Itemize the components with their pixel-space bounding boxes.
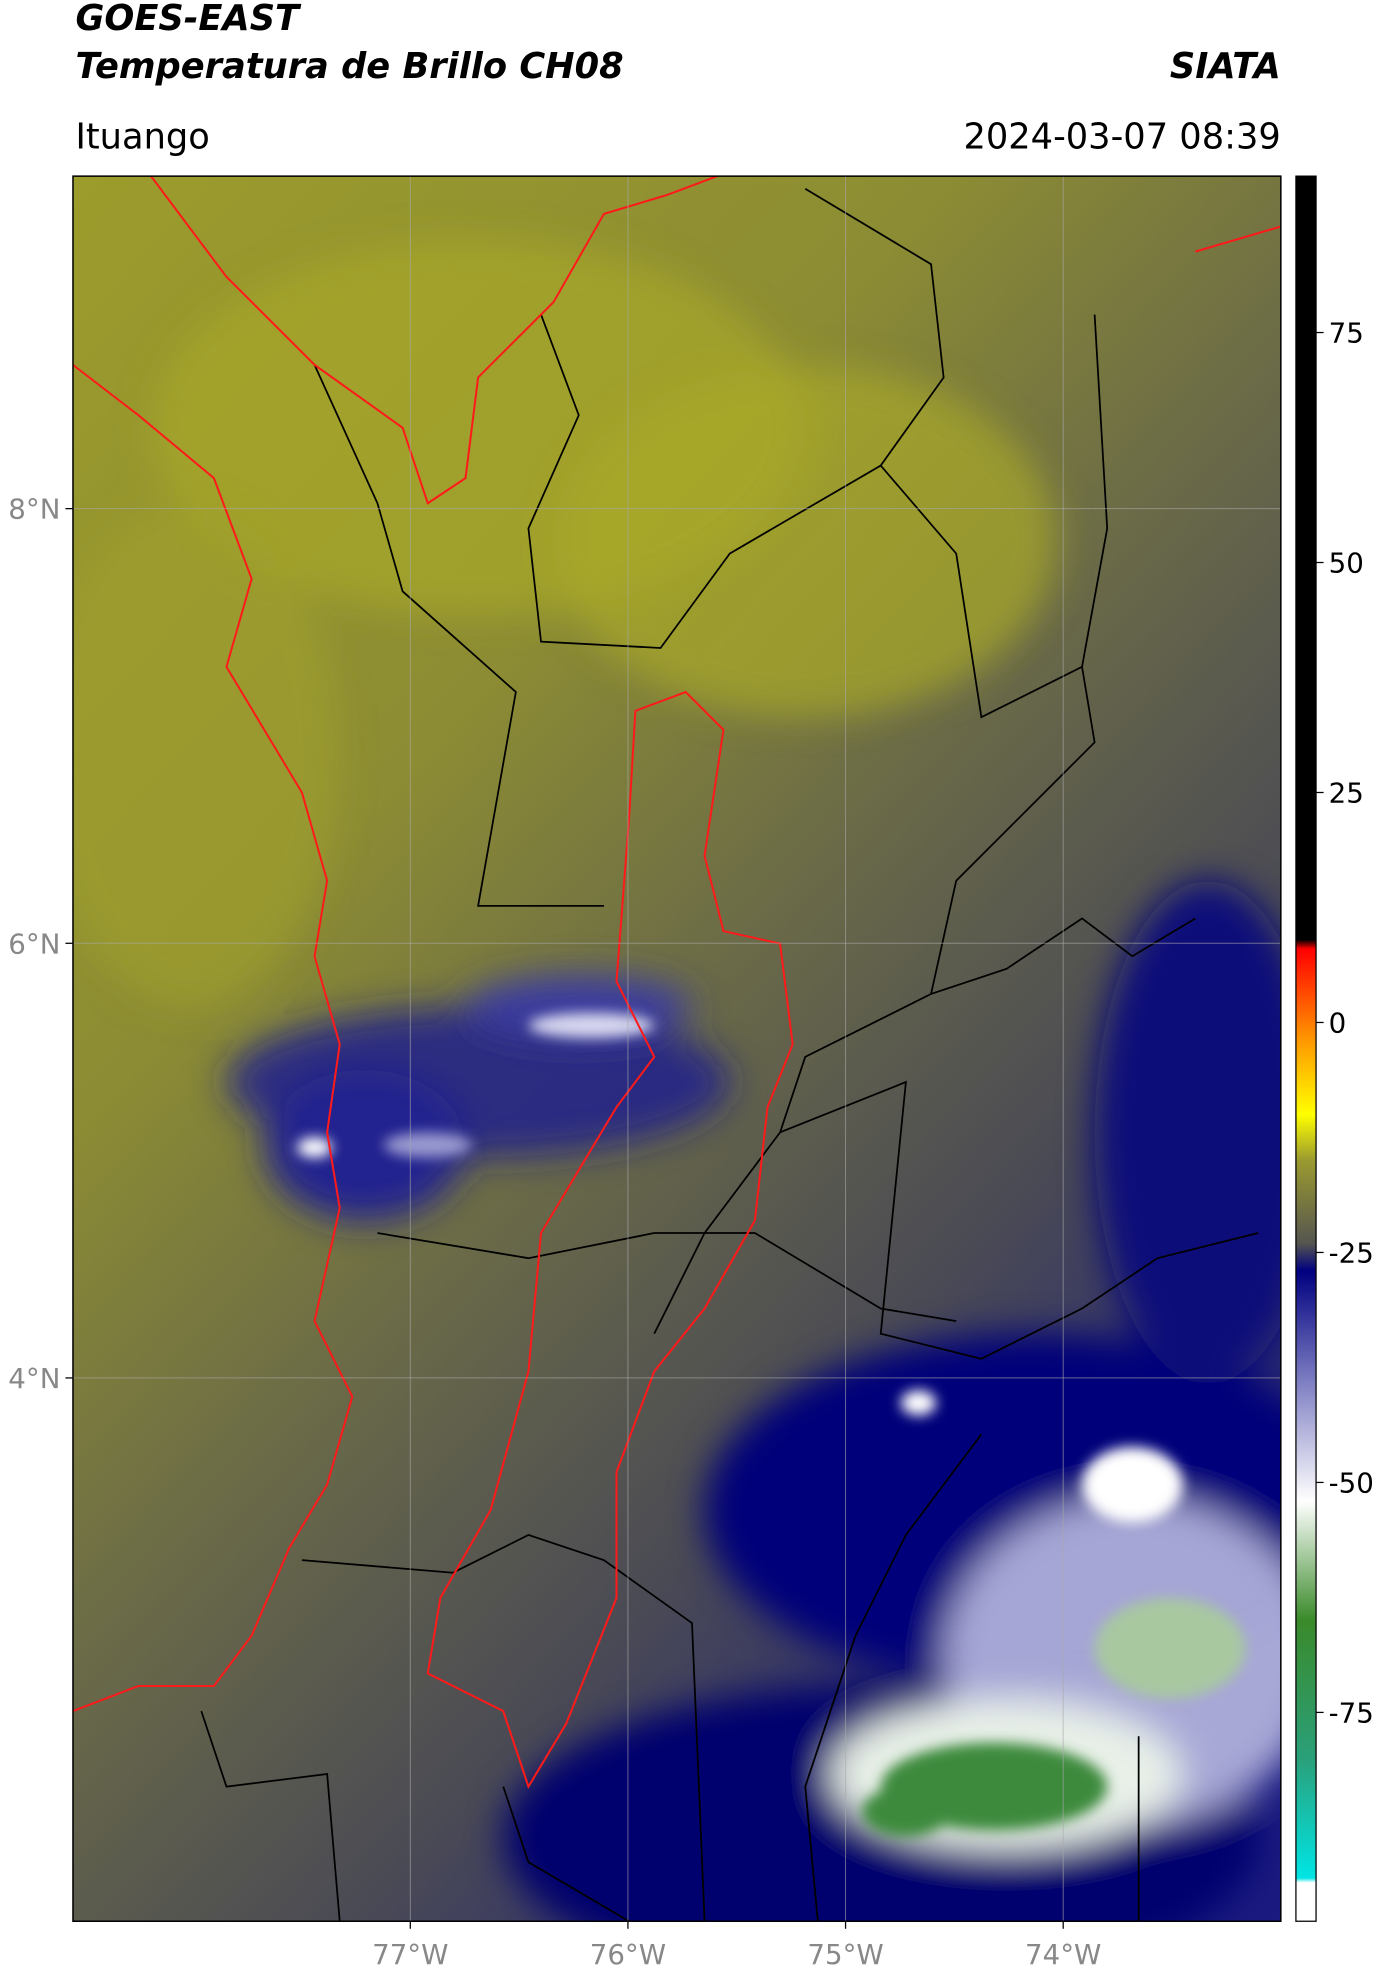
date: 2024-03-07 08:39 [963,116,1280,157]
x-tick-label: 74°W [1025,1938,1101,1971]
colorbar-tick-label: -25 [1329,1237,1374,1270]
map-imagery [72,176,1281,1922]
colorbar-tick-label: 75 [1329,317,1364,350]
x-tick-label: 76°W [590,1938,666,1971]
x-tick-label: 77°W [372,1938,448,1971]
source: SIATA [1170,46,1281,87]
subtitle: Temperatura de Brillo CH08 [75,46,623,87]
map-frame [72,175,1282,1922]
colorbar-tick-label: -50 [1329,1466,1374,1499]
colorbar-tick-label: -75 [1329,1696,1374,1729]
title: GOES-EAST [75,0,302,39]
y-tick-label: 8°N [8,493,60,526]
x-tick-label: 75°W [807,1938,883,1971]
grid [72,176,1281,1922]
colorbar-tick-label: 0 [1329,1007,1347,1040]
y-tick-label: 6°N [8,927,60,960]
y-tick-label: 4°N [8,1362,60,1395]
colorbar-tick-label: 25 [1329,777,1364,810]
location: Ituango [75,116,209,157]
colorbar [1295,175,1317,1922]
colorbar-tick-label: 50 [1329,547,1364,580]
